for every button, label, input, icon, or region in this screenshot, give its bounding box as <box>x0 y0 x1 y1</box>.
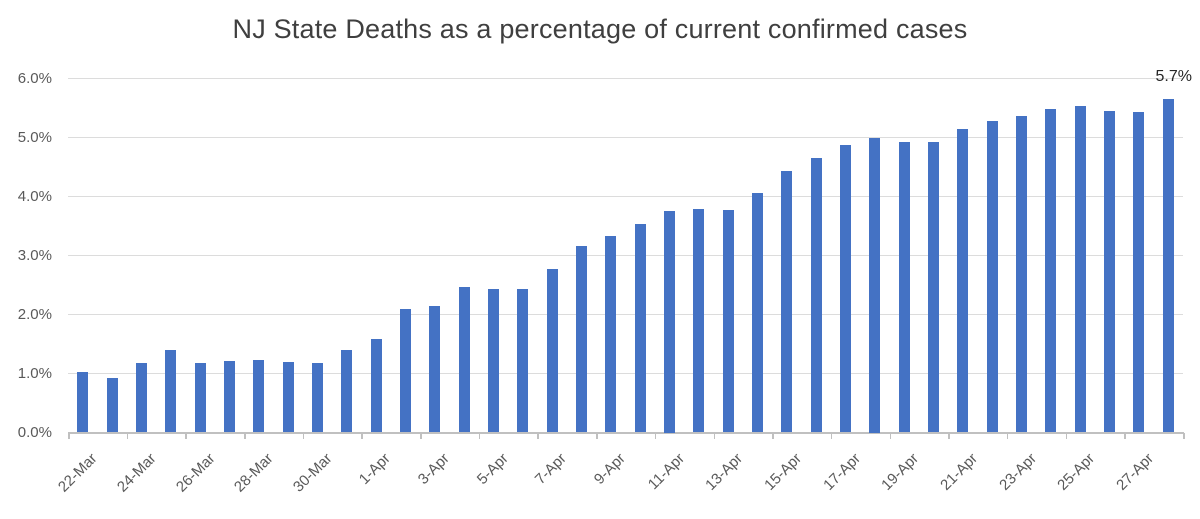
x-axis-tick <box>244 432 246 439</box>
x-axis-tick-label: 23-Apr <box>995 450 1040 494</box>
y-gridline <box>68 77 1183 80</box>
x-axis-tick-label: 25-Apr <box>1054 450 1099 494</box>
bar-20-Apr <box>928 141 940 433</box>
y-axis-tick-label: 4.0% <box>17 187 52 205</box>
bar-26-Apr <box>1104 110 1116 433</box>
data-label-last-bar: 5.7% <box>1155 67 1192 85</box>
y-axis-tick-label: 3.0% <box>17 246 52 264</box>
bar-17-Apr <box>840 144 852 433</box>
y-gridline <box>68 313 1183 316</box>
x-axis-tick <box>478 432 481 439</box>
y-gridline <box>68 136 1183 139</box>
x-axis-tick <box>68 432 70 439</box>
x-axis-tick <box>889 432 892 439</box>
x-axis-tick <box>1124 432 1126 439</box>
x-axis-tick-label: 5-Apr <box>473 450 512 488</box>
x-axis-tick-label: 13-Apr <box>702 450 747 494</box>
x-axis-tick <box>126 432 129 439</box>
bar-15-Apr <box>781 171 793 433</box>
bar-24-Apr <box>1045 108 1057 433</box>
bar-29-Mar <box>282 362 294 433</box>
bar-24-Mar <box>135 363 147 433</box>
y-gridline <box>68 254 1183 257</box>
x-axis-tick-label: 15-Apr <box>761 450 805 494</box>
x-axis-tick-label: 3-Apr <box>414 450 453 488</box>
x-axis-tick-label: 26-Mar <box>172 450 219 496</box>
x-axis-tick-label: 7-Apr <box>532 450 571 488</box>
x-axis-tick-label: 21-Apr <box>937 450 981 494</box>
x-axis-tick-label: 9-Apr <box>590 450 629 488</box>
bar-12-Apr <box>693 208 705 433</box>
x-axis-tick <box>1065 432 1068 439</box>
y-gridline <box>68 195 1183 198</box>
bar-22-Mar <box>77 371 89 433</box>
chart-title: NJ State Deaths as a percentage of curre… <box>232 14 968 44</box>
bar-8-Apr <box>575 246 587 433</box>
bar-2-Apr <box>399 308 411 433</box>
x-axis-tick <box>420 432 422 439</box>
bar-7-Apr <box>546 269 558 433</box>
bar-22-Apr <box>986 120 998 433</box>
bar-26-Mar <box>194 363 206 433</box>
x-axis-tick-label: 24-Mar <box>113 450 160 496</box>
x-axis-tick <box>185 432 187 439</box>
x-axis-tick <box>948 432 950 439</box>
x-axis-tick-label: 22-Mar <box>55 450 101 496</box>
y-gridline <box>68 372 1183 375</box>
bar-27-Mar <box>223 361 235 433</box>
bar-16-Apr <box>810 157 822 433</box>
x-axis-tick <box>1006 432 1009 439</box>
x-axis-tick <box>1183 432 1185 439</box>
bar-18-Apr <box>869 137 881 433</box>
y-axis-tick-label: 5.0% <box>17 128 52 146</box>
x-axis-tick-label: 19-Apr <box>878 450 923 494</box>
bar-6-Apr <box>517 289 529 433</box>
bar-31-Mar <box>341 349 353 433</box>
bar-5-Apr <box>487 289 499 433</box>
x-axis-tick <box>654 432 657 439</box>
x-axis-tick <box>302 432 305 439</box>
x-axis-tick <box>537 432 539 439</box>
bar-19-Apr <box>898 141 910 433</box>
x-axis-tick <box>830 432 833 439</box>
bar-23-Mar <box>106 377 118 433</box>
bar-1-Apr <box>370 339 382 433</box>
bar-28-Apr <box>1162 98 1174 433</box>
x-axis-line <box>68 431 1184 434</box>
x-axis-tick <box>596 432 598 439</box>
y-axis-tick-label: 2.0% <box>17 305 52 323</box>
y-axis-tick-label: 6.0% <box>17 69 52 87</box>
x-axis-tick-label: 11-Apr <box>644 450 688 494</box>
bar-27-Apr <box>1133 112 1145 433</box>
bar-25-Apr <box>1074 105 1086 433</box>
bar-9-Apr <box>605 236 617 433</box>
bar-11-Apr <box>664 211 675 433</box>
y-axis-tick-label: 0.0% <box>17 423 52 441</box>
bar-14-Apr <box>752 192 764 433</box>
x-axis-tick <box>361 432 363 439</box>
y-axis-tick-label: 1.0% <box>17 364 52 382</box>
x-axis-tick-label: 30-Mar <box>289 450 336 496</box>
x-axis-tick <box>772 432 774 439</box>
x-axis-tick-label: 27-Apr <box>1113 450 1158 494</box>
x-axis-tick-label: 1-Apr <box>356 450 395 488</box>
x-axis-tick <box>713 432 716 439</box>
bar-3-Apr <box>429 305 441 433</box>
bar-30-Mar <box>311 363 323 433</box>
bar-21-Apr <box>957 129 969 433</box>
bar-4-Apr <box>458 286 470 433</box>
x-axis-tick-label: 17-Apr <box>819 450 864 494</box>
bar-23-Apr <box>1016 116 1028 433</box>
bar-25-Mar <box>165 350 177 433</box>
bar-28-Mar <box>253 359 265 433</box>
x-axis-tick-label: 28-Mar <box>231 450 277 496</box>
bar-13-Apr <box>722 210 734 433</box>
bar-10-Apr <box>634 224 646 433</box>
